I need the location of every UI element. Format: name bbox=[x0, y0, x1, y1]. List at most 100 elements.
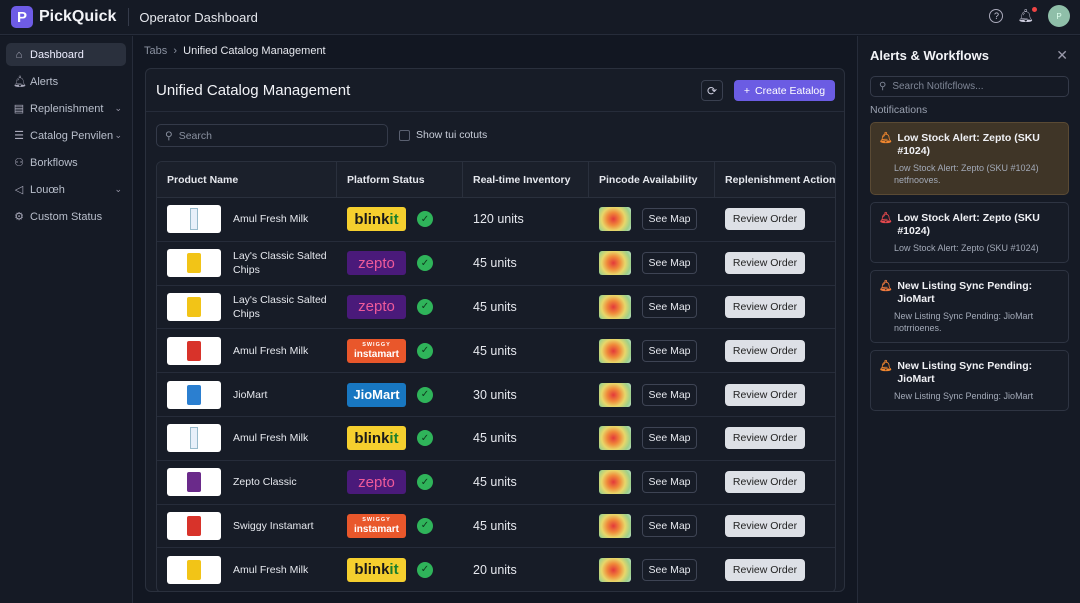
review-order-button[interactable]: Review Order bbox=[725, 471, 805, 494]
heatmap-thumbnail[interactable] bbox=[599, 513, 631, 538]
page-title: Operator Dashboard bbox=[139, 9, 258, 25]
bell-icon: 🔔︎ bbox=[879, 132, 893, 144]
bell-icon: 🔔︎ bbox=[879, 280, 893, 292]
check-icon: ✓ bbox=[417, 298, 433, 315]
inventory-value: 45 units bbox=[473, 343, 517, 358]
sidebar-item-label: Catalog Penvilen bbox=[30, 129, 114, 142]
notification-item[interactable]: 🔔︎ Low Stock Alert: Zepto (SKU #1024) Low … bbox=[870, 122, 1069, 195]
search-placeholder: Search Notifcflows... bbox=[892, 81, 984, 92]
sidebar-item-alerts[interactable]: 🔔︎ Alerts bbox=[6, 70, 126, 93]
notification-title: New Listing Sync Pending: JioMart bbox=[897, 360, 1033, 385]
see-map-button[interactable]: See Map bbox=[642, 252, 697, 275]
review-order-button[interactable]: Review Order bbox=[725, 295, 805, 318]
sidebar-item-borkflows[interactable]: ⚇ Borkflows bbox=[6, 151, 126, 174]
notification-item[interactable]: 🔔︎ Low Stock Alert: Zepto (SKU #1024) Low … bbox=[870, 202, 1069, 263]
create-label: Create Eatalog bbox=[755, 84, 826, 97]
heatmap-thumbnail[interactable] bbox=[599, 251, 631, 276]
sidebar-item-label: Louœh bbox=[30, 183, 65, 196]
heatmap-thumbnail[interactable] bbox=[599, 470, 631, 495]
sidebar-item-replenishment[interactable]: ▤ Replenishment ⌄ bbox=[6, 97, 126, 120]
notification-body: New Listing Sync Pending: JioMart notrri… bbox=[894, 311, 1034, 333]
review-order-button[interactable]: Review Order bbox=[725, 558, 805, 581]
product-thumbnail bbox=[167, 249, 221, 278]
product-thumbnail bbox=[167, 292, 221, 321]
sidebar-item-lou-h[interactable]: ◁ Louœh ⌄ bbox=[6, 178, 126, 201]
help-icon[interactable]: ? bbox=[989, 9, 1004, 23]
check-icon: ✓ bbox=[417, 517, 433, 534]
breadcrumb-root[interactable]: Tabs bbox=[144, 45, 168, 57]
create-catalog-button[interactable]: + Create Eatalog bbox=[734, 80, 835, 101]
table-row: Lay's Classic Salted Chips zepto ✓ 45 uni… bbox=[157, 242, 835, 286]
table-header: Product Name Platform Status Real-time Inv… bbox=[157, 162, 835, 198]
checkbox[interactable] bbox=[399, 129, 410, 141]
alerts-panel: Alerts & Workflows ✕ ⚲ Search Notifcflows… bbox=[857, 36, 1080, 603]
show-checkbox[interactable]: Show tui cotuts bbox=[399, 129, 487, 141]
review-order-button[interactable]: Review Order bbox=[725, 383, 805, 406]
notification-item[interactable]: 🔔︎ New Listing Sync Pending: JioMart New L… bbox=[870, 270, 1069, 343]
notification-body: New Listing Sync Pending: JioMart bbox=[894, 391, 1034, 401]
see-map-button[interactable]: See Map bbox=[642, 558, 697, 581]
see-map-button[interactable]: See Map bbox=[642, 514, 697, 537]
check-icon: ✓ bbox=[417, 342, 433, 359]
heatmap-thumbnail[interactable] bbox=[599, 382, 631, 407]
see-map-button[interactable]: See Map bbox=[642, 427, 697, 450]
table-row: Amul Fresh Milk SWIGGY instamart ✓ 45 unit… bbox=[157, 329, 835, 374]
see-map-button[interactable]: See Map bbox=[642, 208, 697, 231]
plus-icon: + bbox=[743, 84, 751, 97]
bell-icon: 🔔︎ bbox=[879, 212, 893, 224]
product-name: Swiggy Instamart bbox=[233, 519, 314, 532]
heatmap-thumbnail[interactable] bbox=[599, 294, 631, 319]
close-icon[interactable]: ✕ bbox=[1056, 47, 1068, 63]
see-map-button[interactable]: See Map bbox=[642, 383, 697, 406]
heatmap-thumbnail[interactable] bbox=[599, 338, 631, 363]
blinkit-logo: blink it bbox=[347, 557, 406, 582]
catalog-table: Product Name Platform Status Real-time Inv… bbox=[156, 161, 836, 591]
list-icon: ☰ bbox=[14, 130, 24, 142]
heatmap-thumbnail[interactable] bbox=[599, 557, 631, 582]
inventory-value: 45 units bbox=[473, 518, 517, 533]
breadcrumb-current: Unified Catalog Management bbox=[183, 45, 326, 57]
checkbox-label: Show tui cotuts bbox=[416, 129, 488, 141]
brand-name: PickQuick bbox=[39, 8, 117, 25]
table-row: Zepto Classic zepto ✓ 45 units See Map Re… bbox=[157, 461, 835, 505]
table-row: JioMart JioMart ✓ 30 units See Map Review… bbox=[157, 373, 835, 417]
see-map-button[interactable]: See Map bbox=[642, 471, 697, 494]
search-icon: ⚲ bbox=[879, 81, 887, 92]
top-bar: P PickQuick Operator Dashboard ? 🔔︎ P bbox=[0, 0, 1080, 35]
review-order-button[interactable]: Review Order bbox=[725, 427, 805, 450]
panel-title: Alerts & Workflows bbox=[870, 48, 989, 63]
check-icon: ✓ bbox=[417, 386, 433, 403]
review-order-button[interactable]: Review Order bbox=[725, 252, 805, 275]
heatmap-thumbnail[interactable] bbox=[599, 207, 631, 232]
notification-item[interactable]: 🔔︎ New Listing Sync Pending: JioMart New L… bbox=[870, 350, 1069, 411]
inventory-value: 120 units bbox=[473, 212, 524, 227]
table-row: Amul Fresh Milk blink it ✓ 120 units See M… bbox=[157, 198, 835, 242]
avatar[interactable]: P bbox=[1048, 5, 1070, 27]
sidebar-item-label: Alerts bbox=[30, 75, 59, 88]
see-map-button[interactable]: See Map bbox=[642, 295, 697, 318]
inventory-value: 45 units bbox=[473, 256, 517, 271]
notification-search-input[interactable]: ⚲ Search Notifcflows... bbox=[870, 76, 1069, 97]
refresh-button[interactable]: ⟳ bbox=[701, 80, 723, 101]
sidebar-item-dashboard[interactable]: ⌂ Dashboard bbox=[6, 43, 126, 66]
review-order-button[interactable]: Review Order bbox=[725, 339, 805, 362]
bell-icon: 🔔︎ bbox=[13, 76, 27, 88]
check-icon: ✓ bbox=[417, 430, 433, 447]
see-map-button[interactable]: See Map bbox=[642, 339, 697, 362]
check-icon: ✓ bbox=[417, 474, 433, 491]
product-thumbnail bbox=[167, 511, 221, 540]
sidebar-item-custom-status[interactable]: ⚙ Custom Status bbox=[6, 205, 126, 228]
sidebar-item-catalog-penvilen[interactable]: ☰ Catalog Penvilen ⌄ bbox=[6, 124, 126, 147]
bell-icon[interactable]: 🔔︎ bbox=[1017, 7, 1037, 24]
sidebar-item-label: Borkflows bbox=[30, 156, 78, 169]
notification-body: Low Stock Alert: Zepto (SKU #1024) bbox=[894, 243, 1039, 253]
sidebar-item-label: Dashboard bbox=[30, 48, 84, 61]
review-order-button[interactable]: Review Order bbox=[725, 514, 805, 537]
search-placeholder: Search bbox=[178, 129, 212, 142]
chevron-down-icon: ⌄ bbox=[114, 184, 122, 194]
review-order-button[interactable]: Review Order bbox=[725, 208, 805, 231]
section-label: Notifications bbox=[870, 104, 928, 116]
search-input[interactable]: ⚲ Search bbox=[156, 124, 388, 147]
heatmap-thumbnail[interactable] bbox=[599, 426, 631, 451]
search-icon: ⚲ bbox=[165, 129, 173, 142]
